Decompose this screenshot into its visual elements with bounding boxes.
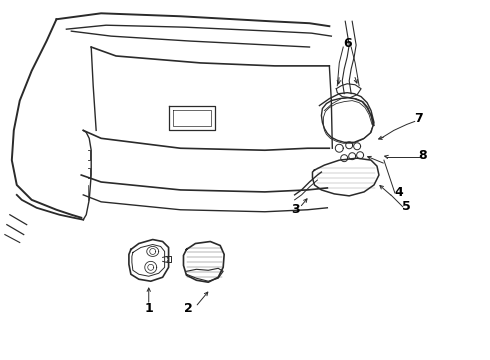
Text: 2: 2 [184, 302, 193, 315]
Text: 6: 6 [343, 37, 351, 50]
Text: 4: 4 [394, 186, 403, 199]
Text: 1: 1 [145, 302, 153, 315]
Text: 8: 8 [418, 149, 427, 162]
Text: 7: 7 [414, 112, 423, 125]
Text: 5: 5 [402, 200, 411, 213]
Text: 3: 3 [291, 203, 300, 216]
